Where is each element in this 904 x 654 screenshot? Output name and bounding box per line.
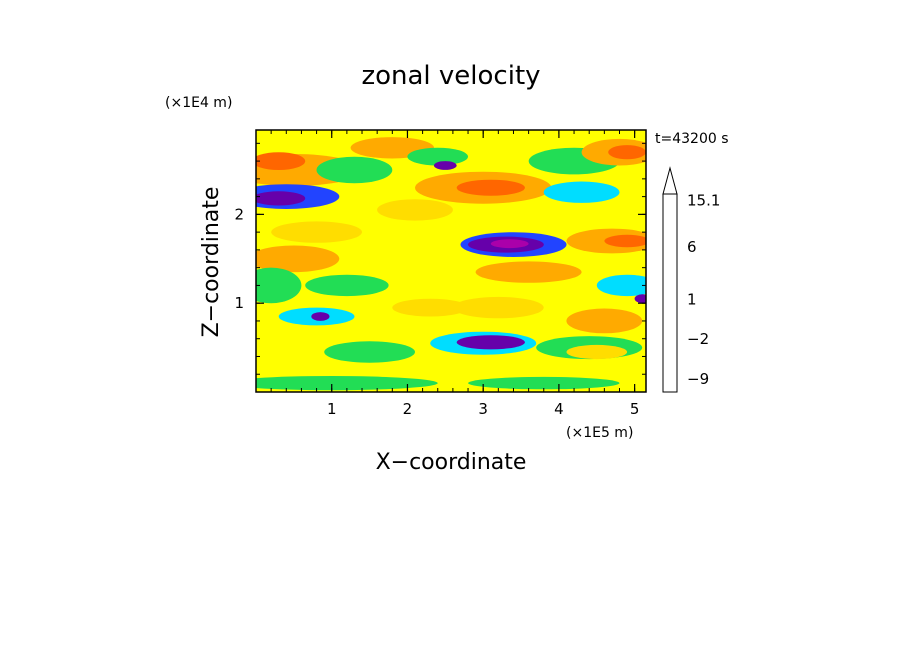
contour-region-12 bbox=[608, 145, 646, 160]
colorbar-label: −9 bbox=[687, 370, 709, 388]
x-tick-label: 3 bbox=[478, 400, 488, 418]
colorbar-label: −2 bbox=[687, 330, 709, 348]
x-axis: 1 2 3 4 5 bbox=[270, 130, 640, 418]
contour-region-7 bbox=[433, 161, 457, 170]
y-tick-label: 1 bbox=[234, 294, 244, 312]
contour-region-23 bbox=[305, 274, 389, 297]
contour-region-38 bbox=[468, 376, 620, 390]
contour-fill bbox=[256, 130, 646, 392]
contour-region-37 bbox=[256, 376, 438, 391]
x-tick-label: 4 bbox=[554, 400, 564, 418]
contour-region-24 bbox=[475, 261, 582, 283]
contour-region-33 bbox=[456, 335, 525, 350]
contour-region-9 bbox=[456, 179, 525, 196]
colorbar-label: 1 bbox=[687, 291, 697, 309]
contour-region-20 bbox=[604, 234, 646, 248]
contour-region-26 bbox=[634, 294, 646, 304]
contour-region-30 bbox=[452, 296, 544, 319]
y-axis: 12 bbox=[234, 142, 646, 375]
colorbar-label: 6 bbox=[687, 238, 697, 256]
x-tick-label: 1 bbox=[327, 400, 337, 418]
time-label: t=43200 s bbox=[655, 131, 729, 147]
x-tick-label: 2 bbox=[403, 400, 413, 418]
contour-region-31 bbox=[566, 308, 643, 334]
contour-region-18 bbox=[490, 239, 529, 249]
contour-region-34 bbox=[324, 341, 415, 363]
x-axis-title: X−coordinate bbox=[376, 450, 527, 475]
contour-region-6 bbox=[407, 147, 469, 166]
chart-title: zonal velocity bbox=[361, 61, 540, 91]
y-unit-label: (×1E4 m) bbox=[165, 95, 232, 111]
y-tick-label: 2 bbox=[234, 205, 244, 223]
contour-region-28 bbox=[311, 312, 330, 321]
contour-region-13 bbox=[543, 181, 620, 203]
contour-region-4 bbox=[316, 156, 393, 184]
x-unit-label: (×1E5 m) bbox=[566, 425, 633, 441]
plot-frame bbox=[255, 129, 647, 393]
contour-region-25 bbox=[596, 274, 646, 297]
colorbar-extend-arrow bbox=[662, 166, 678, 195]
contour-region-29 bbox=[392, 298, 469, 317]
contour-region-21 bbox=[256, 245, 340, 273]
contour-region-36 bbox=[566, 344, 628, 360]
x-tick-label: 5 bbox=[630, 400, 640, 418]
contour-region-1 bbox=[256, 152, 306, 170]
y-axis-title: Z−coordinate bbox=[199, 187, 224, 338]
contour-region-15 bbox=[271, 221, 362, 243]
contour-region-22 bbox=[256, 267, 302, 304]
colorbar-label: 15.1 bbox=[687, 192, 720, 210]
colorbar: −9 −2 1 6 15.1 bbox=[662, 166, 720, 393]
contour-region-14 bbox=[377, 199, 453, 221]
contour-region-3 bbox=[256, 191, 306, 206]
colorbar-frame bbox=[662, 193, 678, 393]
